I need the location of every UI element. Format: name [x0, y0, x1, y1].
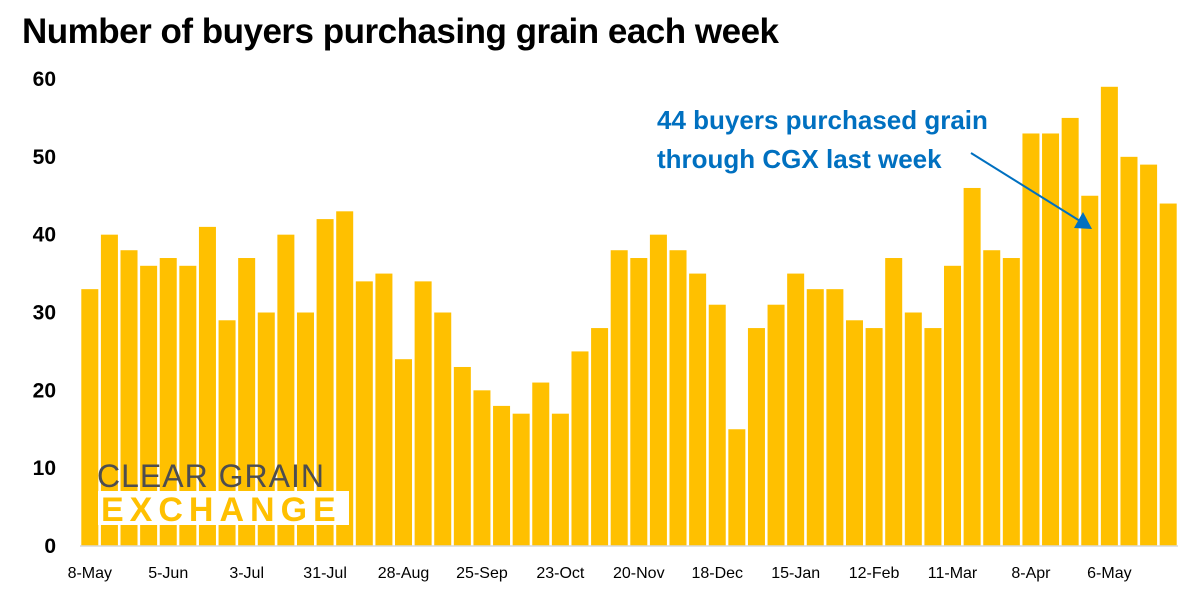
bar: [159, 258, 177, 546]
x-tick-label: 18-Dec: [691, 565, 743, 582]
x-tick-label: 12-Feb: [849, 565, 900, 582]
annotation: 44 buyers purchased grain through CGX la…: [657, 105, 1092, 229]
bar: [669, 250, 687, 546]
x-tick-label: 6-May: [1087, 565, 1131, 582]
y-tick-label: 40: [33, 224, 56, 247]
bar: [453, 366, 471, 546]
bar: [198, 226, 216, 546]
bar: [493, 405, 511, 546]
x-tick-label: 5-Jun: [148, 565, 188, 582]
bar: [1120, 156, 1138, 547]
bar: [806, 289, 824, 546]
bar: [257, 312, 275, 546]
y-tick-label: 60: [33, 68, 56, 91]
annotation-line-1: 44 buyers purchased grain: [657, 105, 988, 135]
bar: [610, 250, 628, 546]
bar: [924, 328, 942, 546]
bar: [571, 351, 589, 546]
bar: [375, 273, 393, 546]
bar: [355, 281, 373, 546]
y-tick-label: 10: [33, 457, 56, 480]
bar: [414, 281, 432, 546]
x-tick-label: 31-Jul: [303, 565, 347, 582]
annotation-line-2: through CGX last week: [657, 144, 942, 174]
x-tick-label: 15-Jan: [771, 565, 820, 582]
bar: [963, 187, 981, 546]
logo-box: [98, 491, 349, 525]
bar: [100, 234, 118, 546]
y-tick-label: 50: [33, 146, 56, 169]
bar: [845, 320, 863, 546]
bar: [708, 304, 726, 546]
logo-line2: EXCHANGE: [101, 491, 342, 529]
bar: [944, 265, 962, 546]
bar: [120, 250, 138, 546]
x-tick-label: 11-Mar: [928, 565, 978, 582]
bars: [81, 86, 1177, 547]
bar: [747, 328, 765, 546]
bar: [218, 320, 236, 546]
bar: [787, 273, 805, 546]
y-tick-label: 20: [33, 379, 56, 402]
bar: [591, 328, 609, 546]
x-tick-label: 8-Apr: [1011, 565, 1051, 582]
y-tick-label: 0: [44, 535, 56, 558]
bar: [904, 312, 922, 546]
x-tick-label: 8-May: [68, 565, 112, 582]
bar: [1081, 195, 1099, 546]
y-tick-label: 30: [33, 302, 56, 325]
bar: [179, 265, 197, 546]
x-tick-label: 3-Jul: [229, 565, 264, 582]
bar: [983, 250, 1001, 546]
bar: [336, 211, 354, 547]
bar: [865, 328, 883, 546]
bar: [277, 234, 295, 546]
bar: [885, 258, 903, 546]
x-tick-label: 20-Nov: [613, 565, 665, 582]
bar: [434, 312, 452, 546]
bar: [238, 258, 256, 546]
bar: [551, 413, 569, 546]
bar: [649, 234, 667, 546]
logo: CLEAR GRAIN EXCHANGE: [97, 458, 349, 529]
annotation-arrow: [970, 152, 1081, 222]
bar: [296, 312, 314, 546]
y-axis: 0 10 20 30 40 50 60: [33, 68, 56, 558]
bar: [1159, 203, 1177, 547]
bar: [767, 304, 785, 546]
bar: [1140, 164, 1158, 546]
annotation-arrowhead: [1074, 212, 1092, 229]
x-tick-label: 23-Oct: [536, 565, 585, 582]
bar: [728, 429, 746, 546]
bar: [512, 413, 530, 546]
bar: [395, 359, 413, 546]
bar: [689, 273, 707, 546]
bar: [1002, 258, 1020, 546]
bar: [1042, 133, 1060, 546]
bar: [316, 219, 334, 546]
bar: [630, 258, 648, 546]
logo-line1: CLEAR GRAIN: [97, 458, 325, 494]
bar: [532, 382, 550, 546]
chart-title: Number of buyers purchasing grain each w…: [22, 12, 779, 51]
bar: [473, 390, 491, 546]
bar: [140, 265, 158, 546]
bar: [81, 289, 99, 546]
x-axis: 8-May 5-Jun 3-Jul 31-Jul 28-Aug 25-Sep 23-Oct 2…: [68, 565, 1132, 582]
bar: [1100, 86, 1118, 547]
bar: [1022, 133, 1040, 546]
bar: [826, 289, 844, 546]
x-tick-label: 28-Aug: [378, 565, 430, 582]
x-tick-label: 25-Sep: [456, 565, 508, 582]
bar: [1061, 117, 1079, 547]
